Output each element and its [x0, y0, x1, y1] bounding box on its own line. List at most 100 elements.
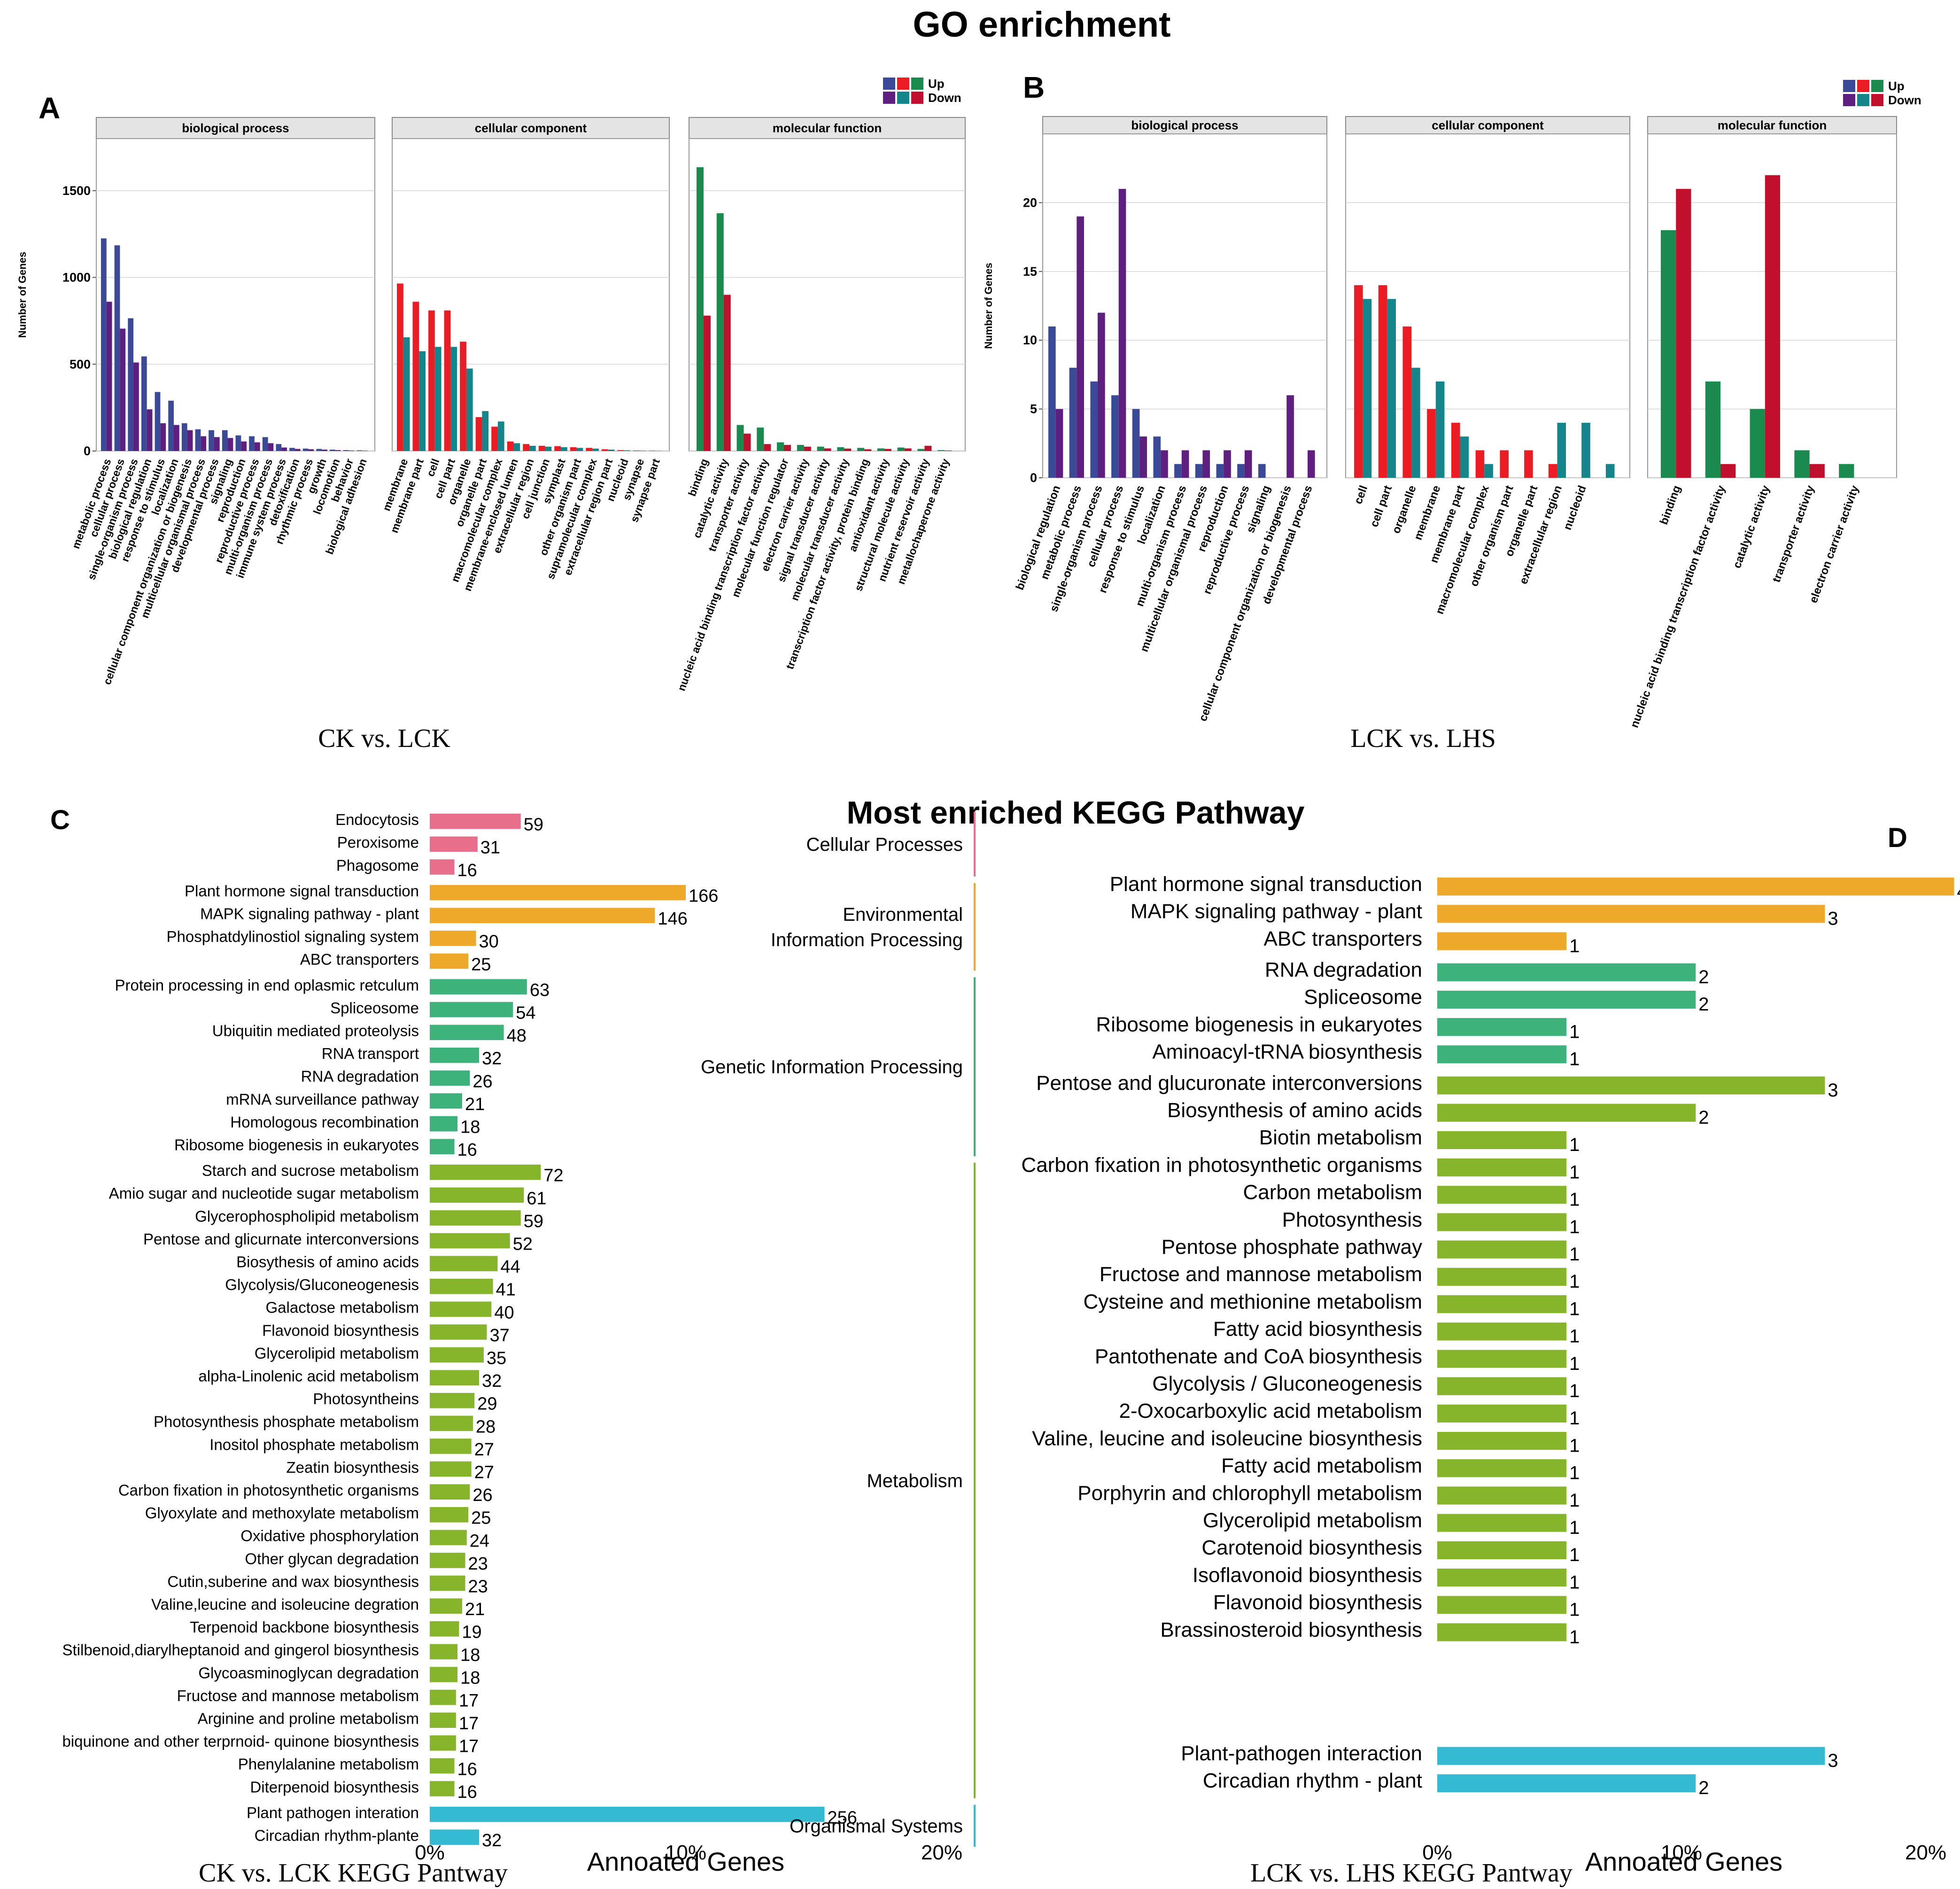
kegg-value-label: 2: [1698, 994, 1709, 1015]
kegg-pathway-label: Flavonoid biosynthesis: [1213, 1591, 1422, 1614]
kegg-bar: [430, 1324, 487, 1340]
bar-down: [294, 449, 301, 451]
kegg-value-label: 32: [482, 1371, 502, 1391]
kegg-bar: [430, 1621, 459, 1637]
kegg-bar: [1437, 1186, 1567, 1204]
bar-up: [155, 392, 161, 451]
kegg-value-label: 16: [457, 1782, 477, 1802]
kegg-value-label: 21: [465, 1095, 485, 1114]
kegg-pathway-label: Homologous recombination: [230, 1113, 419, 1131]
facet-title: molecular function: [773, 121, 882, 135]
kegg-bar: [1437, 1377, 1567, 1395]
x-axis-label: Annoated Genes: [587, 1847, 784, 1876]
bar-up: [249, 436, 255, 451]
bar-up: [1427, 409, 1436, 478]
legend-up-label: Up: [928, 77, 945, 91]
legend-swatch-down: [1857, 94, 1869, 106]
bar-up: [1548, 464, 1557, 478]
kegg-bar: [430, 1210, 521, 1226]
kegg-bar: [1437, 1774, 1696, 1792]
bar-down: [227, 438, 233, 451]
bar-up: [330, 450, 335, 451]
kegg-bar: [1437, 1350, 1567, 1368]
legend-swatch-down: [1871, 94, 1883, 106]
kegg-pathway-label: Stilbenoid,diarylheptanoid and gingerol …: [62, 1641, 419, 1659]
bar-up: [1048, 326, 1056, 478]
kegg-value-label: 37: [489, 1326, 509, 1345]
legend-swatch-up: [1871, 80, 1883, 92]
figure-title: GO enrichment: [913, 5, 1171, 45]
bar-down: [281, 447, 287, 451]
bar-up: [523, 444, 529, 451]
panel-label: D: [1888, 823, 1907, 853]
facet-title: biological process: [1131, 118, 1238, 132]
bar-down: [1484, 464, 1493, 478]
kegg-bar: [430, 1781, 455, 1796]
group-name: Information Processing: [771, 930, 963, 950]
bar-down: [784, 445, 791, 451]
bar-up: [168, 400, 174, 451]
bar-down: [1765, 175, 1781, 478]
kegg-pathway-label: RNA degradation: [301, 1068, 419, 1085]
kegg-pathway-label: Photosyntheins: [313, 1390, 419, 1407]
kegg-pathway-label: Biosythesis of amino acids: [236, 1253, 419, 1270]
kegg-bar: [430, 953, 469, 969]
category-label: electron carrier activity: [1807, 483, 1861, 605]
kegg-bar: [1437, 1295, 1567, 1314]
kegg-bar: [1437, 1018, 1567, 1036]
bar-down: [1809, 464, 1825, 478]
bar-down: [1581, 422, 1590, 478]
kegg-value-label: 32: [482, 1831, 502, 1850]
bar-down: [308, 449, 314, 451]
bar-down: [187, 430, 193, 451]
kegg-value-label: 3: [1828, 1750, 1838, 1771]
kegg-pathway-label: Biosynthesis of amino acids: [1167, 1099, 1422, 1122]
legend-swatch-down: [911, 92, 923, 104]
kegg-bar: [430, 1048, 480, 1063]
kegg-bar: [1437, 1076, 1825, 1095]
kegg-panel-c: C Endocytosis 59 Peroxisome 31 Phagosome 16 Cel…: [50, 805, 976, 1888]
kegg-value-label: 59: [524, 815, 543, 835]
kegg-value-label: 16: [457, 1140, 477, 1160]
bar-down: [1387, 299, 1396, 478]
kegg-bar: [1437, 1267, 1567, 1286]
kegg-bar: [1437, 1131, 1567, 1149]
bar-down: [1286, 395, 1294, 478]
kegg-pathway-label: mRNA surveillance pathway: [226, 1090, 419, 1108]
kegg-bar: [1437, 1514, 1567, 1532]
bar-up: [491, 427, 498, 451]
kegg-value-label: 40: [494, 1303, 514, 1322]
panel-label: B: [1023, 70, 1045, 104]
kegg-pathway-label: Ribosome biogenesis in eukaryotes: [174, 1136, 419, 1153]
kegg-pathway-label: Fructose and mannose metabolism: [177, 1687, 419, 1704]
legend-swatch-up: [883, 78, 895, 90]
kegg-pathway-label: Endocytosis: [335, 811, 419, 828]
kegg-pathway-label: Isoflavonoid biosynthesis: [1193, 1563, 1422, 1586]
kegg-pathway-label: ABC transporters: [300, 951, 419, 968]
bar-up: [343, 450, 349, 451]
bar-up: [554, 446, 561, 451]
kegg-pathway-label: Galactose metabolism: [266, 1299, 419, 1316]
bar-down: [214, 437, 220, 451]
kegg-value-label: 28: [476, 1417, 496, 1437]
bar-down: [864, 449, 872, 451]
bar-up: [1378, 285, 1387, 478]
kegg-bar: [1437, 990, 1696, 1009]
kegg-value-label: 1: [1569, 1435, 1580, 1456]
bar-down: [1161, 450, 1168, 478]
bar-up: [1111, 395, 1119, 478]
y-tick-label: 0: [1030, 471, 1037, 485]
bar-down: [764, 444, 771, 451]
kegg-value-label: 23: [468, 1577, 488, 1597]
bar-down: [201, 436, 207, 451]
bar-down: [744, 434, 751, 451]
kegg-panel-d: D Plant hormone signal transduction 4 MAPK …: [1021, 823, 1960, 1888]
legend-down-label: Down: [928, 91, 961, 105]
bar-down: [1460, 436, 1469, 478]
kegg-value-label: 1: [1569, 1162, 1580, 1182]
kegg-pathway-label: RNA degradation: [1265, 958, 1422, 981]
kegg-pathway-label: 2-Oxocarboxylic acid metabolism: [1119, 1399, 1422, 1423]
bar-up: [222, 430, 228, 451]
bar-up: [412, 302, 419, 451]
